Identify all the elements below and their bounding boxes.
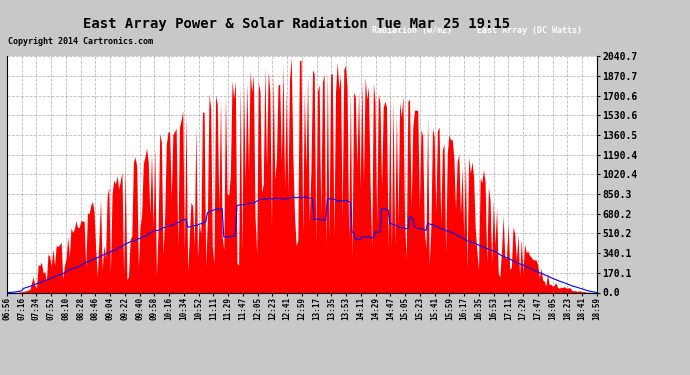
Text: East Array Power & Solar Radiation Tue Mar 25 19:15: East Array Power & Solar Radiation Tue M…: [83, 17, 511, 31]
Text: East Array (DC Watts): East Array (DC Watts): [477, 26, 582, 36]
Text: Copyright 2014 Cartronics.com: Copyright 2014 Cartronics.com: [8, 38, 153, 46]
Text: Radiation (w/m2): Radiation (w/m2): [373, 26, 452, 36]
